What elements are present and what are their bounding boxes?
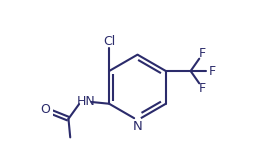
Text: F: F: [208, 64, 215, 78]
Text: N: N: [133, 120, 143, 133]
Text: F: F: [199, 47, 206, 60]
Text: HN: HN: [77, 95, 95, 108]
Text: Cl: Cl: [103, 35, 116, 48]
Text: O: O: [40, 103, 50, 116]
Text: F: F: [199, 82, 206, 95]
